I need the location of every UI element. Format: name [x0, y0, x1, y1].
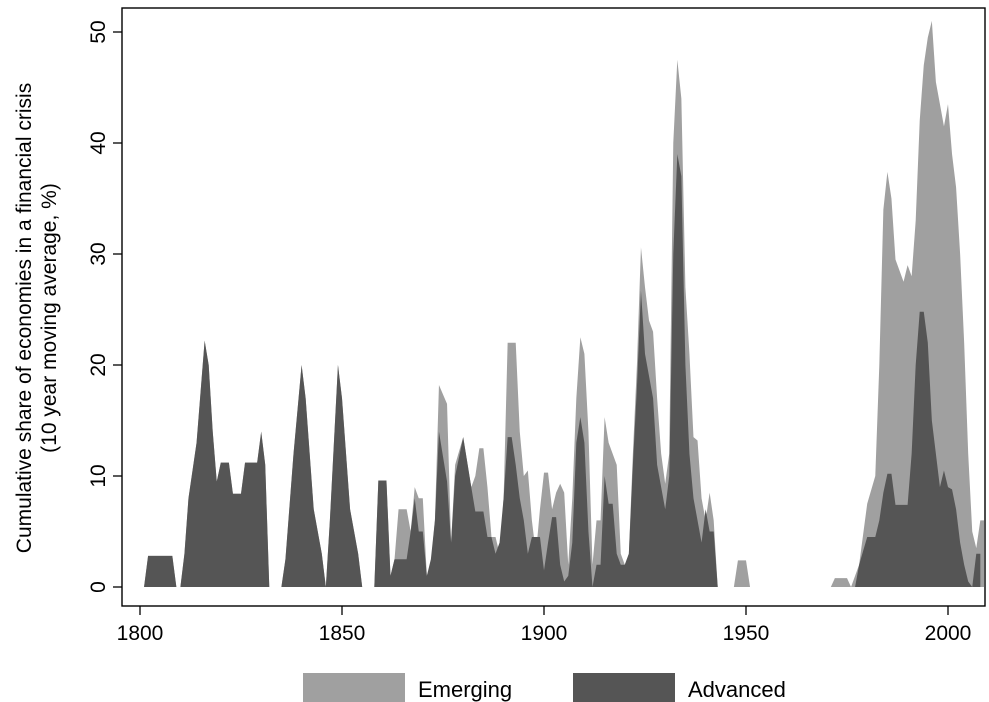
series-layer	[144, 20, 985, 587]
legend-swatch-emerging	[303, 673, 405, 702]
plot-area: 1800 1850 1900 1950 2000 0 10 20 30 40 50	[87, 7, 986, 645]
legend: Emerging Advanced	[303, 673, 786, 702]
y-tick-label-50: 50	[87, 20, 110, 43]
legend-swatch-advanced	[573, 673, 675, 702]
series-area-advanced	[144, 154, 981, 587]
x-tick-label-1950: 1950	[723, 622, 770, 645]
legend-label-emerging: Emerging	[418, 677, 512, 702]
axis-layer: 1800 1850 1900 1950 2000 0 10 20 30 40 50	[87, 20, 971, 645]
x-tick-label-1800: 1800	[117, 622, 164, 645]
plot-frame	[121, 7, 986, 607]
y-axis-title: Cumulative share of economies in a finan…	[13, 83, 61, 553]
y-tick-label-0: 0	[87, 581, 110, 593]
legend-label-advanced: Advanced	[688, 677, 786, 702]
x-tick-label-1850: 1850	[319, 622, 366, 645]
series-area-emerging	[144, 20, 985, 587]
y-axis-title-line-2: (10 year moving average, %)	[38, 183, 61, 453]
y-tick-label-40: 40	[87, 131, 110, 154]
x-tick-label-2000: 2000	[925, 622, 972, 645]
y-tick-label-20: 20	[87, 353, 110, 376]
y-tick-label-10: 10	[87, 464, 110, 487]
x-tick-label-1900: 1900	[521, 622, 568, 645]
y-tick-label-30: 30	[87, 242, 110, 265]
y-axis-title-line-1: Cumulative share of economies in a finan…	[13, 83, 36, 553]
